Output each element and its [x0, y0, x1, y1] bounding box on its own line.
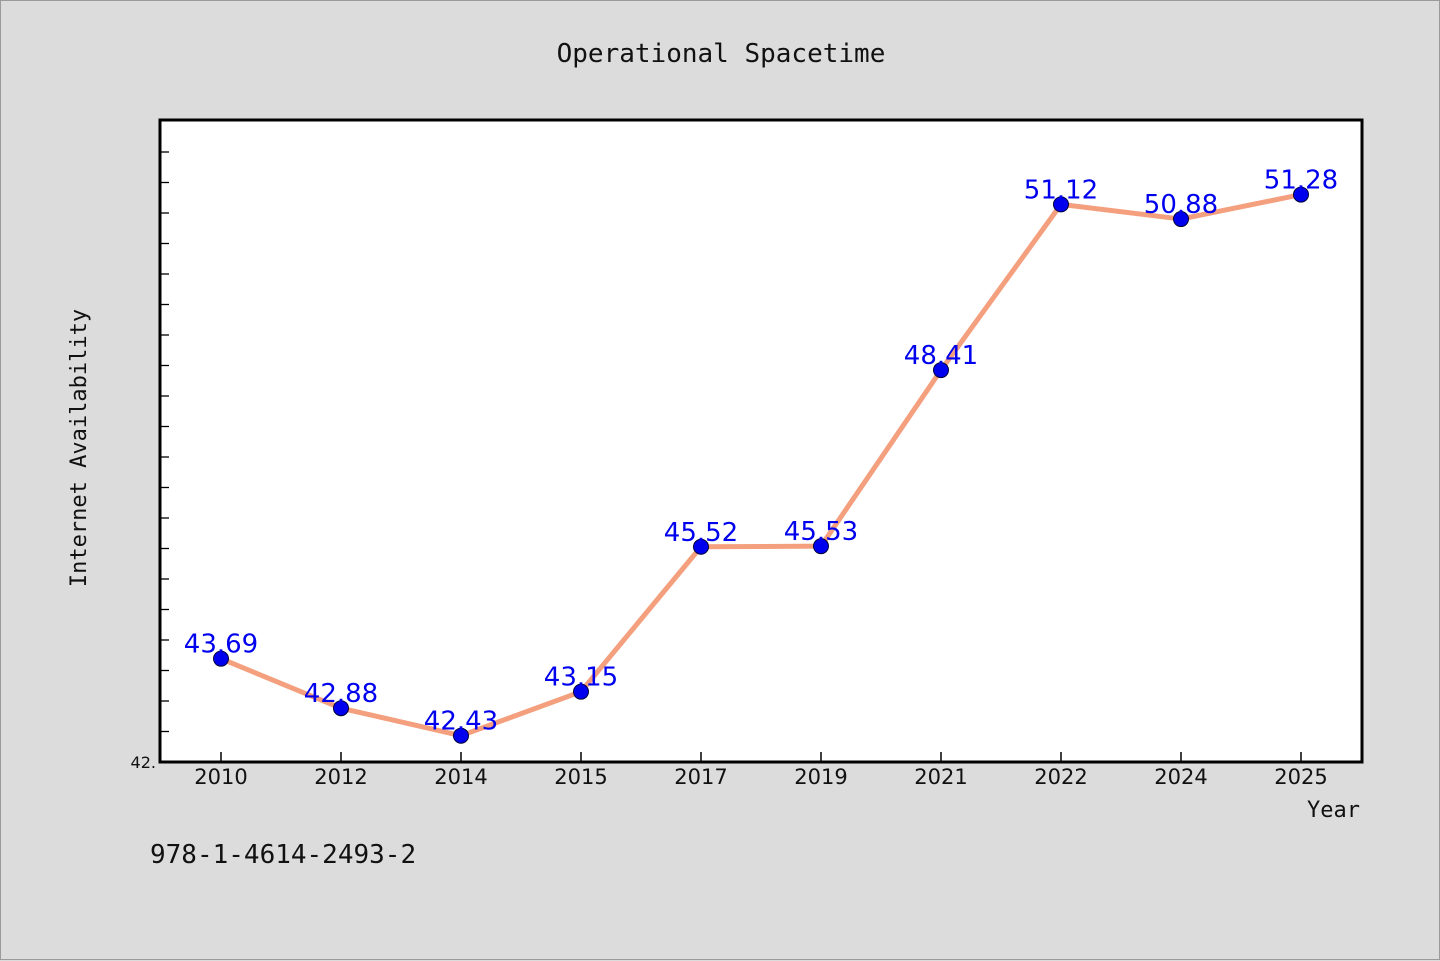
data-point: [933, 362, 949, 379]
data-point: [453, 727, 469, 744]
x-tick-label: 2015: [554, 765, 607, 789]
x-tick-label: 2014: [434, 765, 487, 789]
data-point: [213, 650, 229, 667]
series-data-labels: 43.69 42.88 42.43 43.15 45.52 45.53 48.41 51.12…: [184, 166, 1338, 737]
y-axis-ticks: [160, 151, 169, 733]
data-label: 43.15: [544, 663, 618, 693]
data-label: 48.41: [904, 341, 978, 371]
data-label: 45.52: [664, 518, 738, 548]
isbn-text: 978-1-4614-2493-2: [150, 840, 416, 870]
data-point: [693, 538, 709, 555]
x-tick-label: 2010: [194, 765, 247, 789]
data-label: 45.53: [784, 517, 858, 547]
data-point: [573, 683, 589, 700]
x-tick-label: 2012: [314, 765, 367, 789]
data-point: [1173, 211, 1189, 228]
data-label: 51.28: [1264, 166, 1338, 196]
data-label: 42.88: [304, 679, 378, 709]
series-line: [218, 192, 1304, 739]
x-tick-label: 2019: [794, 765, 847, 789]
data-point: [1053, 196, 1069, 213]
data-label: 43.69: [184, 630, 258, 660]
y-tick-label: 42.: [131, 753, 156, 772]
x-tick-label: 2025: [1274, 765, 1327, 789]
series-markers: [213, 186, 1309, 744]
data-label: 50.88: [1144, 190, 1218, 220]
plot-area: [158, 118, 1364, 764]
data-point: [1293, 186, 1309, 203]
x-tick-label: 2024: [1154, 765, 1207, 789]
x-axis-label: Year: [1307, 798, 1360, 823]
y-axis-label: Internet Availability: [67, 309, 92, 587]
x-tick-label: 2021: [914, 765, 967, 789]
chart-title: Operational Spacetime: [557, 39, 886, 69]
x-tick-label: 2017: [674, 765, 727, 789]
x-axis-ticks: [220, 752, 1302, 762]
data-point: [333, 700, 349, 717]
data-label: 51.12: [1024, 175, 1098, 205]
data-point: [813, 538, 829, 555]
x-axis-tick-labels: 2010 2012 2014 2015 2017 2019 2021 2022 2024 2025: [194, 765, 1327, 789]
x-tick-label: 2022: [1034, 765, 1087, 789]
data-label: 42.43: [424, 707, 498, 737]
